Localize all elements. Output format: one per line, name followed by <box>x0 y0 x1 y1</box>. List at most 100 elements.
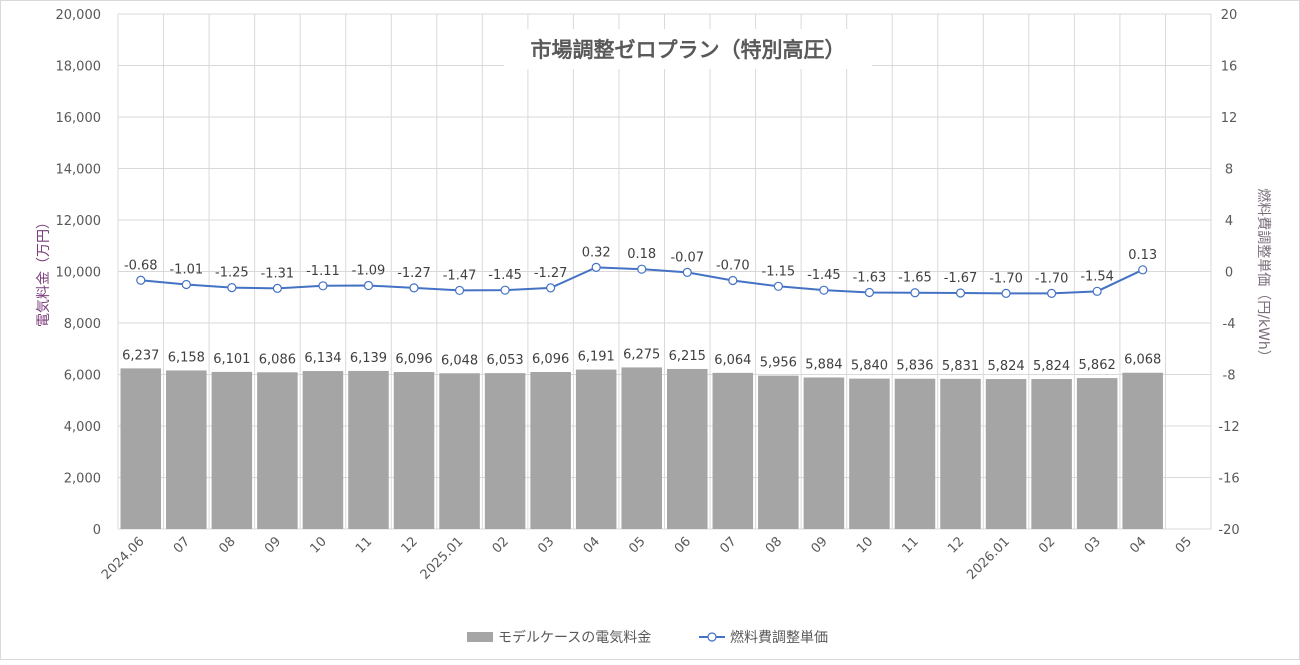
line-marker <box>682 267 692 278</box>
y2-tick-label: 4 <box>1225 214 1233 229</box>
bar <box>575 369 617 529</box>
y-tick-label: 4,000 <box>64 420 101 435</box>
line-value-label: -1.11 <box>306 264 340 279</box>
bar <box>894 378 936 529</box>
x-tick-label: 04 <box>581 534 603 556</box>
y-tick-label: 8,000 <box>64 317 101 332</box>
x-tick-label: 03 <box>535 534 557 556</box>
line-value-label: -1.70 <box>1035 271 1069 286</box>
bar-value-label: 5,824 <box>1033 359 1070 374</box>
x-tick-label: 07 <box>171 534 193 556</box>
x-tick-label: 2025.01 <box>418 534 467 583</box>
bar-value-label: 6,096 <box>532 352 569 367</box>
line-value-label: -1.27 <box>534 266 568 281</box>
bar-value-label: 6,215 <box>669 349 706 364</box>
y2-tick-label: -16 <box>1218 472 1239 487</box>
y-tick-label: 12,000 <box>56 214 102 229</box>
line-value-label: -1.25 <box>215 266 249 281</box>
y2-tick-label: 0 <box>1225 266 1233 281</box>
line-marker <box>272 283 282 293</box>
legend-swatch-bar <box>467 632 493 642</box>
line-marker <box>1138 265 1148 275</box>
gridlines <box>117 13 1212 530</box>
y2-tick-label: 12 <box>1221 111 1238 126</box>
line-marker <box>363 280 374 291</box>
x-tick-label: 09 <box>262 534 284 556</box>
x-tick-label: 08 <box>763 534 785 556</box>
y2-tick-label: 8 <box>1225 163 1233 178</box>
line-value-label: -1.63 <box>853 270 887 285</box>
bar <box>621 367 662 529</box>
line-marker <box>910 288 920 298</box>
y-tick-label: 2,000 <box>64 472 101 487</box>
line-marker <box>500 285 510 295</box>
x-tick-label: 2026.01 <box>964 534 1013 583</box>
bar-series <box>120 367 1163 529</box>
line-value-label: 0.32 <box>582 245 611 260</box>
bar <box>1122 372 1163 529</box>
bar <box>667 368 708 529</box>
bar-value-label: 6,068 <box>1124 353 1161 368</box>
line-value-label: -0.68 <box>124 258 158 273</box>
bar <box>484 373 526 529</box>
bar <box>940 378 981 529</box>
x-tick-label: 05 <box>626 534 648 556</box>
legend-marker <box>707 632 717 642</box>
y-tick-label: 18,000 <box>56 60 102 75</box>
line-marker <box>819 285 829 295</box>
bar-value-label: 6,086 <box>259 352 296 367</box>
y2-tick-label: -4 <box>1223 317 1236 332</box>
bar <box>849 378 890 529</box>
bar <box>211 371 253 529</box>
bar <box>393 372 435 529</box>
y-axis-label: 電気料金（万円） <box>36 215 52 327</box>
x-tick-label: 2024.06 <box>99 534 148 583</box>
line-marker <box>318 281 328 291</box>
y-tick-label: 16,000 <box>56 111 102 126</box>
x-tick-label: 09 <box>808 534 830 556</box>
bar-value-label: 6,096 <box>395 352 432 367</box>
bar <box>120 368 162 529</box>
title-background <box>504 29 872 69</box>
x-tick-label: 07 <box>717 534 739 556</box>
line-marker <box>181 279 191 290</box>
line-value-label: -1.67 <box>944 271 978 286</box>
y-tick-label: 6,000 <box>64 369 101 384</box>
x-tick-label: 10 <box>307 534 329 556</box>
line-marker <box>864 287 875 298</box>
bar-value-label: 5,836 <box>896 359 933 374</box>
bar <box>1076 378 1118 529</box>
bar <box>257 372 298 529</box>
x-tick-label: 10 <box>854 534 876 556</box>
line-marker <box>546 283 556 293</box>
y2-tick-label: 16 <box>1221 60 1238 75</box>
line-marker <box>1092 286 1102 296</box>
x-tick-label: 04 <box>1127 534 1149 556</box>
line-marker <box>591 262 601 272</box>
line-marker <box>454 285 465 296</box>
bar <box>302 371 344 529</box>
line-marker <box>955 288 966 298</box>
x-tick-label: 08 <box>216 534 238 556</box>
bar-value-label: 5,831 <box>942 359 979 374</box>
x-tick-label: 03 <box>1082 534 1104 556</box>
bar <box>166 370 207 529</box>
line-value-label: 0.13 <box>1128 248 1157 263</box>
y2-tick-label: -8 <box>1223 369 1236 384</box>
y-tick-label: 14,000 <box>56 163 102 178</box>
line-value-label: -1.70 <box>989 271 1023 286</box>
bar-value-label: 6,053 <box>486 353 523 368</box>
y-tick-label: 0 <box>93 523 101 538</box>
bar <box>758 375 799 529</box>
line-value-label: -0.70 <box>716 259 750 274</box>
line-value-label: -1.47 <box>443 268 477 283</box>
x-tick-label: 12 <box>945 534 967 556</box>
x-tick-label: 11 <box>353 534 375 556</box>
line-series <box>136 262 1148 298</box>
bar-value-label: 5,862 <box>1079 358 1116 373</box>
line-marker <box>1047 288 1057 298</box>
y-tick-label: 20,000 <box>56 8 102 23</box>
x-tick-label: 02 <box>490 534 512 556</box>
bar-value-label: 6,237 <box>122 348 159 363</box>
